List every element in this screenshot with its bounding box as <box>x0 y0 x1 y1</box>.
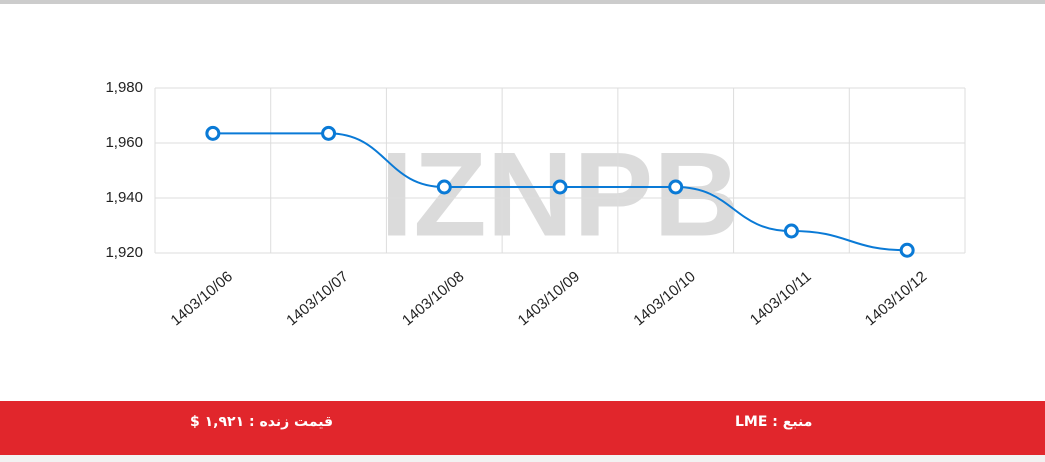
x-tick-label: 1403/10/07 <box>283 268 351 329</box>
x-tick-label: 1403/10/09 <box>515 268 583 329</box>
y-tick-label: 1,980 <box>105 79 143 96</box>
y-tick-label: 1,960 <box>105 134 143 151</box>
point <box>783 223 799 239</box>
point <box>321 125 337 141</box>
y-tick-label: 1,940 <box>105 189 143 206</box>
point <box>668 179 684 195</box>
point <box>899 242 915 258</box>
y-tick-label: 1,920 <box>105 244 143 261</box>
source: منبع : LME <box>735 414 813 430</box>
live-price: قیمت زنده : ۱,۹۲۱ $ <box>190 414 334 430</box>
x-tick-label: 1403/10/08 <box>399 268 467 329</box>
x-tick-label: 1403/10/11 <box>747 268 815 329</box>
watermark: IZNPB <box>380 128 740 262</box>
point <box>552 179 568 195</box>
chart: IZNPB 1,920 1,940 1,960 1,980 1403/10/06 1403… <box>0 0 1045 401</box>
x-tick-label: 1403/10/12 <box>862 268 930 329</box>
x-tick-label: 1403/10/10 <box>630 268 698 329</box>
footer-bar: قیمت زنده : ۱,۹۲۱ $ منبع : LME <box>0 401 1045 455</box>
point <box>436 179 452 195</box>
point <box>205 125 221 141</box>
x-tick-label: 1403/10/06 <box>168 268 236 329</box>
